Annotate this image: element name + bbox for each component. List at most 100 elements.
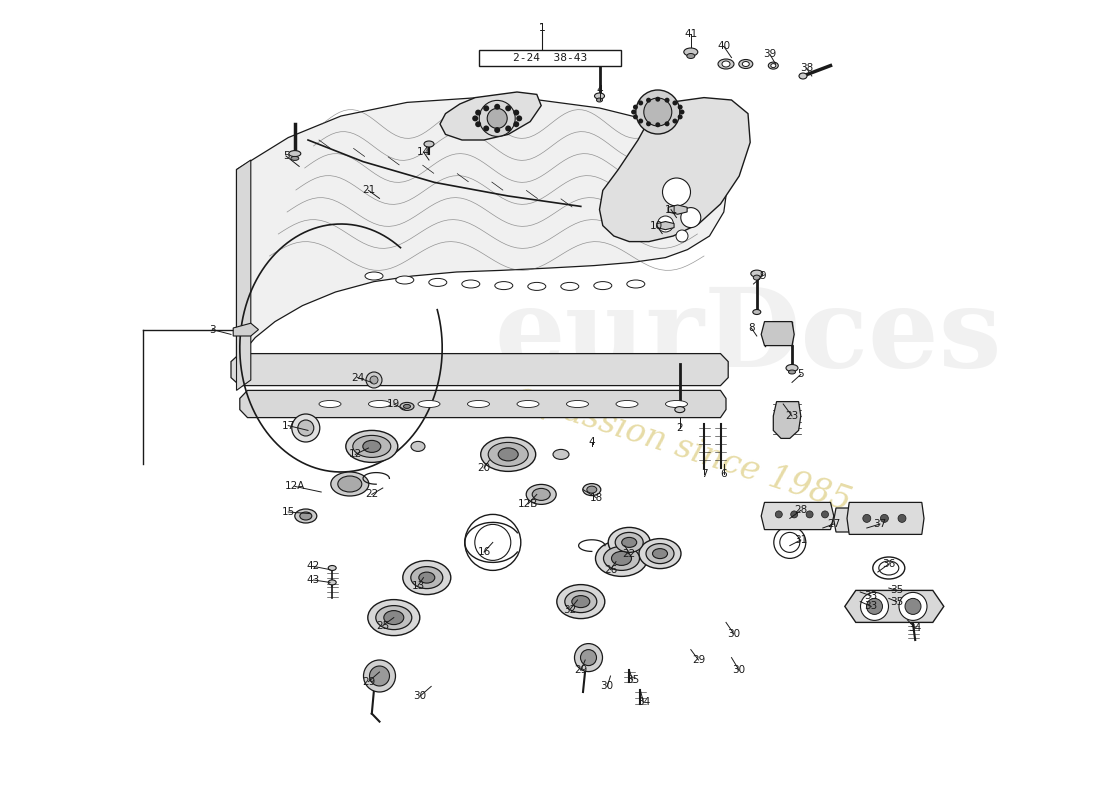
- Circle shape: [581, 650, 596, 666]
- Circle shape: [791, 511, 798, 518]
- Ellipse shape: [583, 483, 601, 495]
- Text: 12B: 12B: [518, 499, 538, 509]
- Ellipse shape: [594, 282, 612, 290]
- Ellipse shape: [722, 61, 730, 67]
- Ellipse shape: [557, 585, 605, 618]
- Ellipse shape: [652, 549, 668, 558]
- Text: 3: 3: [209, 325, 216, 334]
- Ellipse shape: [754, 275, 760, 280]
- Polygon shape: [233, 323, 258, 336]
- Ellipse shape: [799, 73, 807, 79]
- Text: 19: 19: [387, 399, 400, 409]
- Text: 34: 34: [909, 623, 922, 633]
- Ellipse shape: [608, 527, 650, 558]
- Text: 36: 36: [882, 559, 895, 569]
- Circle shape: [370, 376, 378, 384]
- Polygon shape: [231, 354, 728, 386]
- Ellipse shape: [739, 59, 752, 69]
- Circle shape: [822, 511, 828, 518]
- Circle shape: [646, 122, 651, 126]
- Text: 33: 33: [865, 591, 878, 601]
- Circle shape: [475, 110, 481, 115]
- Text: eurDces: eurDces: [494, 282, 1002, 390]
- Circle shape: [905, 598, 921, 614]
- Circle shape: [494, 127, 501, 133]
- Text: 32: 32: [563, 605, 576, 614]
- Ellipse shape: [495, 282, 513, 290]
- Circle shape: [664, 122, 670, 126]
- Circle shape: [664, 98, 670, 102]
- Polygon shape: [834, 508, 882, 532]
- Ellipse shape: [345, 430, 398, 462]
- Circle shape: [638, 118, 644, 123]
- Ellipse shape: [290, 157, 299, 160]
- Ellipse shape: [612, 551, 631, 566]
- Ellipse shape: [594, 93, 605, 99]
- Ellipse shape: [300, 512, 311, 520]
- Ellipse shape: [752, 310, 761, 314]
- Text: 21: 21: [362, 186, 375, 195]
- Text: 25: 25: [376, 621, 389, 630]
- Circle shape: [672, 118, 678, 123]
- Polygon shape: [600, 98, 750, 242]
- Ellipse shape: [639, 538, 681, 569]
- Text: 12: 12: [349, 450, 362, 459]
- Text: 4: 4: [596, 86, 603, 95]
- Circle shape: [632, 114, 638, 119]
- Text: 16: 16: [477, 547, 491, 557]
- Circle shape: [656, 97, 660, 102]
- Circle shape: [860, 592, 889, 621]
- Ellipse shape: [666, 401, 688, 407]
- Ellipse shape: [367, 600, 420, 635]
- Circle shape: [773, 526, 806, 558]
- Ellipse shape: [396, 276, 414, 284]
- Circle shape: [631, 110, 636, 114]
- Text: 31: 31: [794, 535, 807, 545]
- Ellipse shape: [872, 557, 905, 579]
- Circle shape: [644, 98, 672, 126]
- Ellipse shape: [564, 590, 597, 613]
- Circle shape: [880, 514, 889, 522]
- Circle shape: [780, 533, 800, 552]
- Text: 11: 11: [664, 205, 678, 214]
- Ellipse shape: [517, 401, 539, 407]
- Ellipse shape: [418, 401, 440, 407]
- Ellipse shape: [363, 440, 381, 452]
- Ellipse shape: [488, 442, 528, 466]
- Ellipse shape: [586, 486, 597, 493]
- Text: 26: 26: [604, 565, 617, 574]
- Ellipse shape: [627, 280, 645, 288]
- Ellipse shape: [532, 488, 550, 501]
- Text: 7: 7: [701, 469, 707, 478]
- Circle shape: [480, 100, 515, 136]
- Text: 43: 43: [307, 575, 320, 585]
- Ellipse shape: [684, 48, 697, 56]
- Ellipse shape: [674, 406, 685, 413]
- Ellipse shape: [566, 401, 588, 407]
- Circle shape: [514, 122, 519, 127]
- Circle shape: [366, 372, 382, 388]
- Ellipse shape: [289, 150, 300, 157]
- Circle shape: [681, 208, 701, 227]
- Ellipse shape: [553, 450, 569, 459]
- Text: 29: 29: [692, 655, 705, 665]
- Polygon shape: [761, 502, 834, 530]
- Circle shape: [472, 115, 478, 122]
- Circle shape: [676, 230, 688, 242]
- Text: 30: 30: [733, 666, 746, 675]
- Ellipse shape: [411, 442, 425, 451]
- Circle shape: [514, 110, 519, 115]
- Ellipse shape: [410, 566, 443, 589]
- Bar: [478, 50, 622, 66]
- Text: 2-24  38-43: 2-24 38-43: [513, 53, 587, 62]
- Ellipse shape: [604, 546, 639, 570]
- Ellipse shape: [526, 484, 557, 504]
- Circle shape: [632, 105, 638, 110]
- Ellipse shape: [686, 54, 695, 58]
- Circle shape: [646, 98, 651, 102]
- Text: 1: 1: [539, 23, 546, 33]
- Ellipse shape: [771, 64, 775, 68]
- Polygon shape: [440, 92, 541, 140]
- Circle shape: [680, 110, 684, 114]
- Text: 2: 2: [676, 423, 683, 433]
